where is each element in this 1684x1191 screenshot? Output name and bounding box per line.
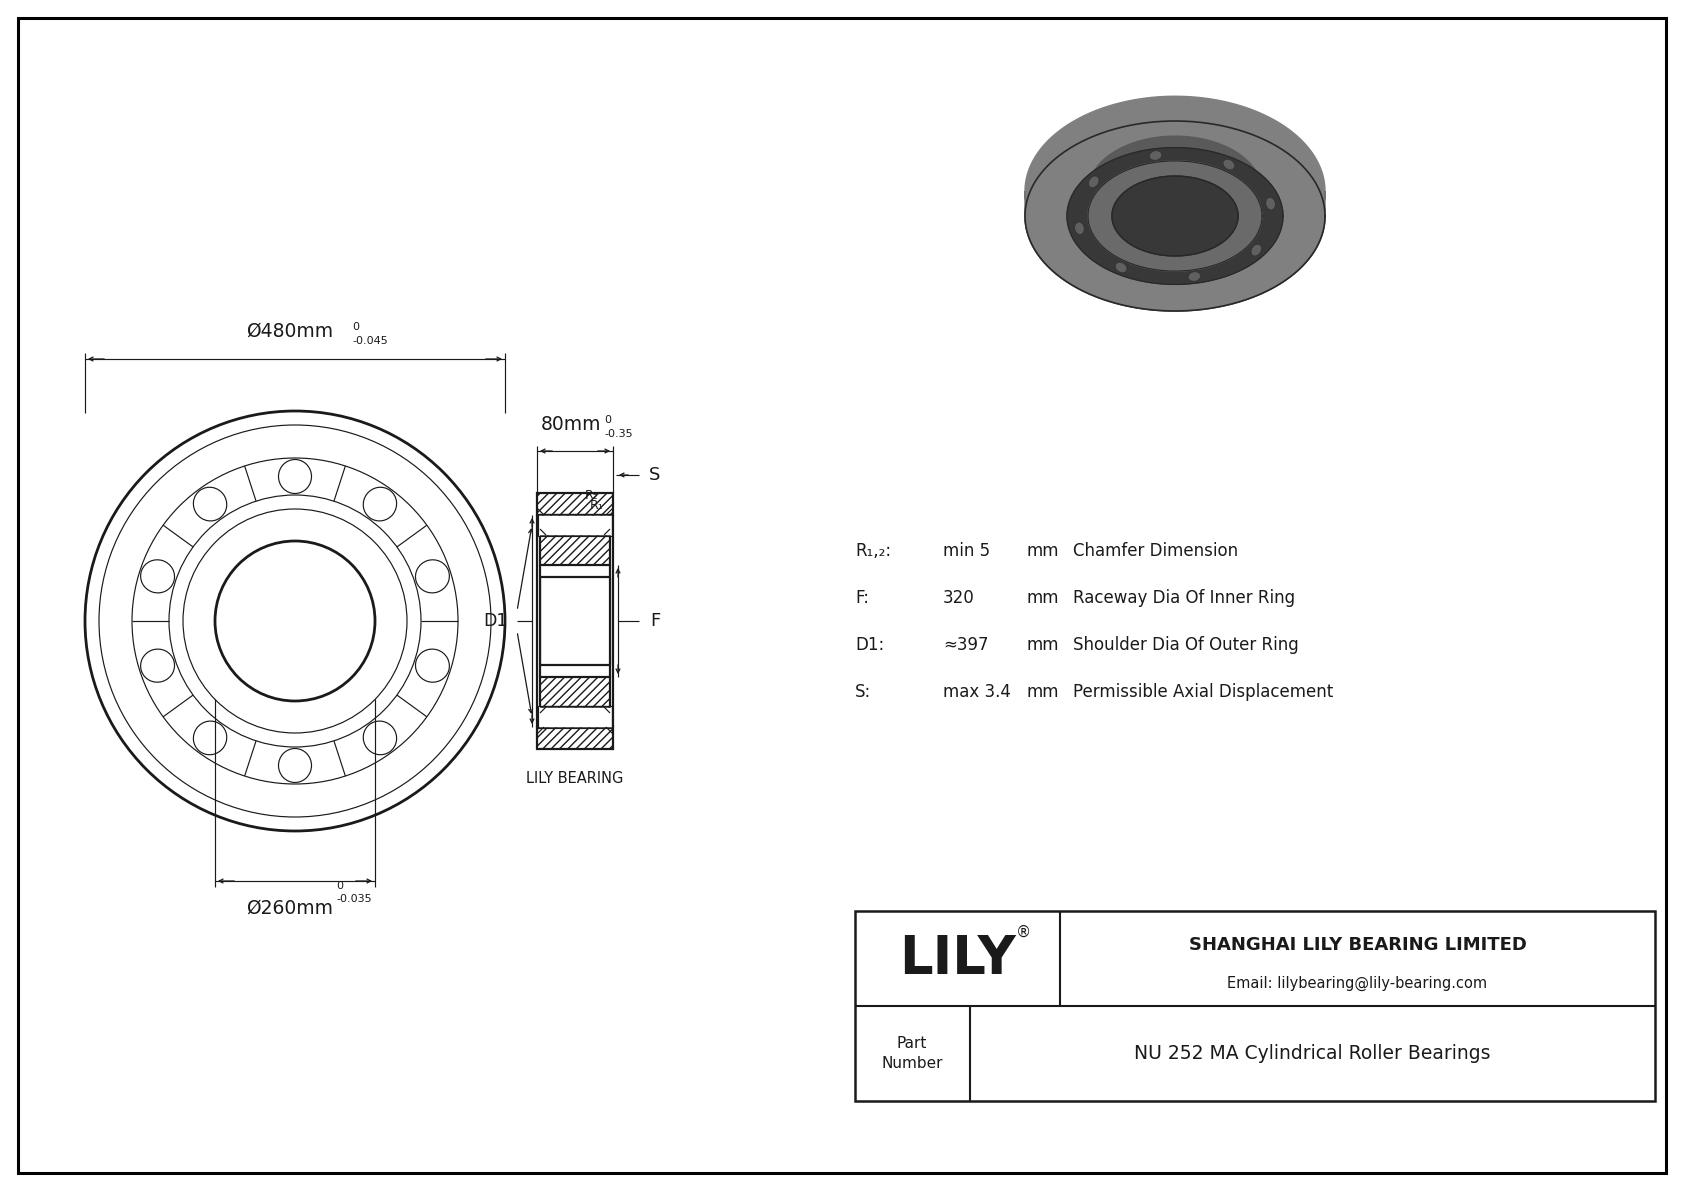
Text: F:: F: — [855, 590, 869, 607]
Text: S: S — [650, 466, 660, 484]
Bar — [541, 535, 610, 565]
Text: LILY BEARING: LILY BEARING — [527, 771, 623, 786]
Bar — [541, 676, 610, 707]
Text: Raceway Dia Of Inner Ring: Raceway Dia Of Inner Ring — [1073, 590, 1295, 607]
Bar — [537, 727, 613, 749]
Text: SHANGHAI LILY BEARING LIMITED: SHANGHAI LILY BEARING LIMITED — [1189, 936, 1526, 954]
Bar — [541, 535, 610, 565]
Ellipse shape — [1088, 176, 1100, 188]
Ellipse shape — [1074, 222, 1084, 235]
Ellipse shape — [1189, 272, 1201, 281]
Bar — [855, 911, 1655, 1100]
Text: D1: D1 — [483, 612, 507, 630]
Text: 80mm: 80mm — [541, 414, 601, 434]
Ellipse shape — [1115, 262, 1127, 273]
Text: D1:: D1: — [855, 636, 884, 654]
Text: S:: S: — [855, 682, 871, 701]
Text: Email: lilybearing@lily-bearing.com: Email: lilybearing@lily-bearing.com — [1228, 975, 1487, 991]
Text: Part
Number: Part Number — [881, 1036, 943, 1071]
Bar — [537, 493, 613, 515]
Text: max 3.4: max 3.4 — [943, 682, 1010, 701]
Polygon shape — [1068, 148, 1283, 285]
Text: min 5: min 5 — [943, 542, 990, 560]
Text: Permissible Axial Displacement: Permissible Axial Displacement — [1073, 682, 1334, 701]
Text: F: F — [650, 612, 660, 630]
Ellipse shape — [1150, 151, 1162, 161]
Text: Ø480mm: Ø480mm — [246, 322, 333, 341]
Ellipse shape — [1251, 244, 1261, 256]
Text: Ø260mm: Ø260mm — [246, 899, 333, 918]
Bar — [537, 706, 611, 728]
Text: mm: mm — [1027, 590, 1059, 607]
Text: 0: 0 — [605, 414, 611, 425]
Polygon shape — [1111, 176, 1238, 256]
Polygon shape — [1088, 136, 1261, 216]
Polygon shape — [1026, 96, 1325, 286]
Text: R₂: R₂ — [584, 490, 600, 501]
Text: mm: mm — [1027, 636, 1059, 654]
Text: ≈397: ≈397 — [943, 636, 989, 654]
Text: NU 252 MA Cylindrical Roller Bearings: NU 252 MA Cylindrical Roller Bearings — [1135, 1045, 1490, 1064]
Polygon shape — [1111, 176, 1238, 256]
Text: -0.35: -0.35 — [605, 429, 633, 439]
Text: R₁,₂:: R₁,₂: — [855, 542, 891, 560]
Text: -0.045: -0.045 — [352, 336, 387, 347]
Text: Chamfer Dimension: Chamfer Dimension — [1073, 542, 1238, 560]
Text: R₁: R₁ — [589, 499, 605, 512]
Text: LILY: LILY — [899, 933, 1017, 985]
Ellipse shape — [1266, 198, 1275, 210]
Polygon shape — [1026, 121, 1325, 311]
Text: 0: 0 — [352, 322, 359, 332]
Text: Shoulder Dia Of Outer Ring: Shoulder Dia Of Outer Ring — [1073, 636, 1298, 654]
Bar — [541, 676, 610, 707]
Text: mm: mm — [1027, 542, 1059, 560]
Text: 0: 0 — [337, 881, 344, 891]
Text: 320: 320 — [943, 590, 975, 607]
Polygon shape — [1068, 123, 1283, 260]
Text: -0.035: -0.035 — [337, 894, 372, 904]
Polygon shape — [1088, 161, 1261, 272]
Ellipse shape — [1223, 160, 1234, 170]
Polygon shape — [1026, 192, 1325, 311]
Bar — [537, 493, 613, 515]
Text: ®: ® — [1015, 925, 1031, 940]
Text: mm: mm — [1027, 682, 1059, 701]
Bar — [537, 727, 613, 749]
Bar — [537, 515, 611, 536]
